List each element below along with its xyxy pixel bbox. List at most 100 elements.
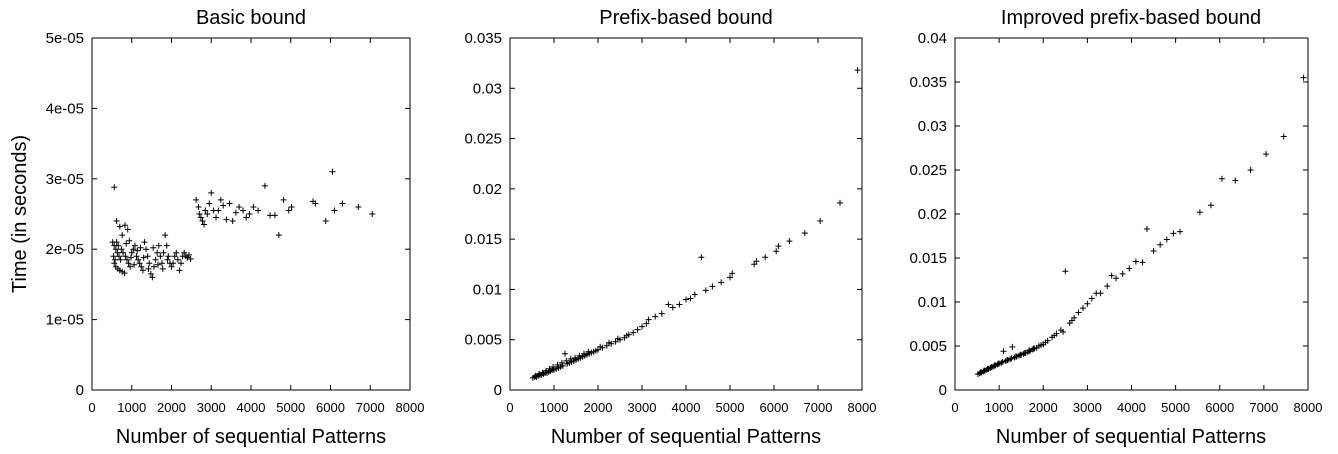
data-point: [160, 249, 167, 256]
chart-title: Basic bound: [196, 7, 306, 29]
data-point: [634, 326, 641, 333]
data-point: [208, 189, 215, 196]
data-point: [117, 256, 124, 263]
data-point: [331, 207, 338, 214]
data-point: [116, 253, 123, 260]
chart-panel-basic-bound: Basic bound 0 1000 2000 3000 4000 5000 6000 700…: [9, 7, 424, 448]
data-point: [817, 218, 824, 225]
data-point: [567, 355, 574, 362]
data-point: [215, 207, 222, 214]
x-tick-label: 6000: [316, 400, 345, 415]
data-point: [226, 200, 233, 207]
x-tick-label: 8000: [396, 400, 425, 415]
data-point: [1280, 133, 1287, 140]
data-point: [261, 182, 268, 189]
data-point: [135, 256, 142, 263]
data-point: [1263, 151, 1270, 158]
y-tick-label: 0.005: [909, 338, 947, 355]
x-tick-label: 1000: [540, 400, 569, 415]
data-point: [1012, 353, 1019, 360]
chart-title: Improved prefix-based bound: [1001, 7, 1261, 29]
data-point: [243, 214, 250, 221]
data-point: [1042, 339, 1049, 346]
data-point: [536, 370, 543, 377]
data-point: [146, 260, 153, 267]
data-point: [1177, 228, 1184, 235]
data-point: [709, 283, 716, 290]
data-point: [1060, 328, 1067, 335]
data-point: [639, 323, 645, 330]
data-point: [246, 211, 253, 217]
data-point: [1113, 275, 1120, 282]
data-point: [597, 343, 604, 350]
data-point: [139, 267, 146, 274]
data-point: [147, 270, 154, 277]
data-point: [130, 246, 137, 253]
data-points: [974, 74, 1307, 378]
data-point: [128, 249, 135, 256]
x-tick-label: 1000: [117, 400, 146, 415]
y-tick-label: 1e-05: [46, 312, 84, 329]
y-tick-label: 0.005: [464, 332, 502, 349]
data-point: [1009, 343, 1016, 350]
data-point: [155, 242, 162, 249]
x-tick-label: 7000: [356, 400, 385, 415]
y-tick-label: 0: [494, 382, 502, 399]
data-point: [141, 239, 148, 246]
data-point: [119, 232, 126, 239]
data-point: [145, 265, 152, 272]
data-point: [111, 260, 118, 267]
data-point: [116, 223, 123, 230]
y-tick-label: 0.01: [918, 294, 947, 311]
data-point: [131, 242, 138, 249]
data-point: [630, 329, 637, 336]
x-tick-label: 2000: [157, 400, 186, 415]
data-point: [1207, 202, 1214, 209]
data-points: [109, 168, 376, 281]
data-point: [127, 263, 134, 270]
data-point: [1007, 356, 1014, 363]
data-point: [801, 230, 808, 237]
data-point: [123, 256, 130, 263]
data-point: [998, 359, 1005, 366]
data-point: [603, 342, 610, 349]
data-point: [543, 367, 550, 374]
y-tick-label: 0.015: [464, 231, 502, 248]
data-point: [665, 301, 672, 308]
data-point: [554, 361, 561, 368]
x-axis-label: Number of sequential Patterns: [551, 426, 821, 448]
data-point: [558, 359, 565, 366]
y-tick-label: 5e-05: [46, 30, 84, 47]
data-point: [184, 254, 191, 261]
data-point: [171, 253, 178, 260]
y-tick-label: 3e-05: [46, 171, 84, 188]
data-point: [995, 360, 1002, 367]
data-point: [614, 335, 621, 342]
data-point: [729, 270, 736, 277]
tick-group: 0 1000 2000 3000 4000 5000 6000 7000 8000 0 1e-05 2…: [46, 30, 425, 415]
data-point: [1004, 357, 1011, 364]
data-point: [134, 247, 141, 254]
data-point: [984, 365, 991, 372]
x-tick-label: 5000: [1161, 400, 1190, 415]
data-point: [196, 211, 203, 217]
chart-panel-prefix-based-bound: Prefix-based bound 0 1000 2000 3000 4000 5000…: [464, 7, 876, 448]
data-point: [152, 256, 159, 263]
data-point: [658, 310, 665, 317]
data-point: [123, 240, 130, 247]
data-point: [669, 304, 676, 311]
data-point: [322, 218, 329, 225]
data-point: [854, 67, 861, 74]
data-point: [197, 214, 204, 221]
data-point: [182, 253, 189, 260]
data-point: [131, 261, 138, 268]
data-point: [121, 222, 128, 229]
data-point: [113, 239, 120, 246]
data-point: [195, 203, 202, 210]
data-point: [112, 256, 119, 263]
data-point: [751, 261, 758, 268]
data-point: [154, 249, 161, 256]
data-point: [140, 254, 147, 261]
data-point: [204, 211, 211, 217]
plot-frame: [954, 37, 1309, 391]
